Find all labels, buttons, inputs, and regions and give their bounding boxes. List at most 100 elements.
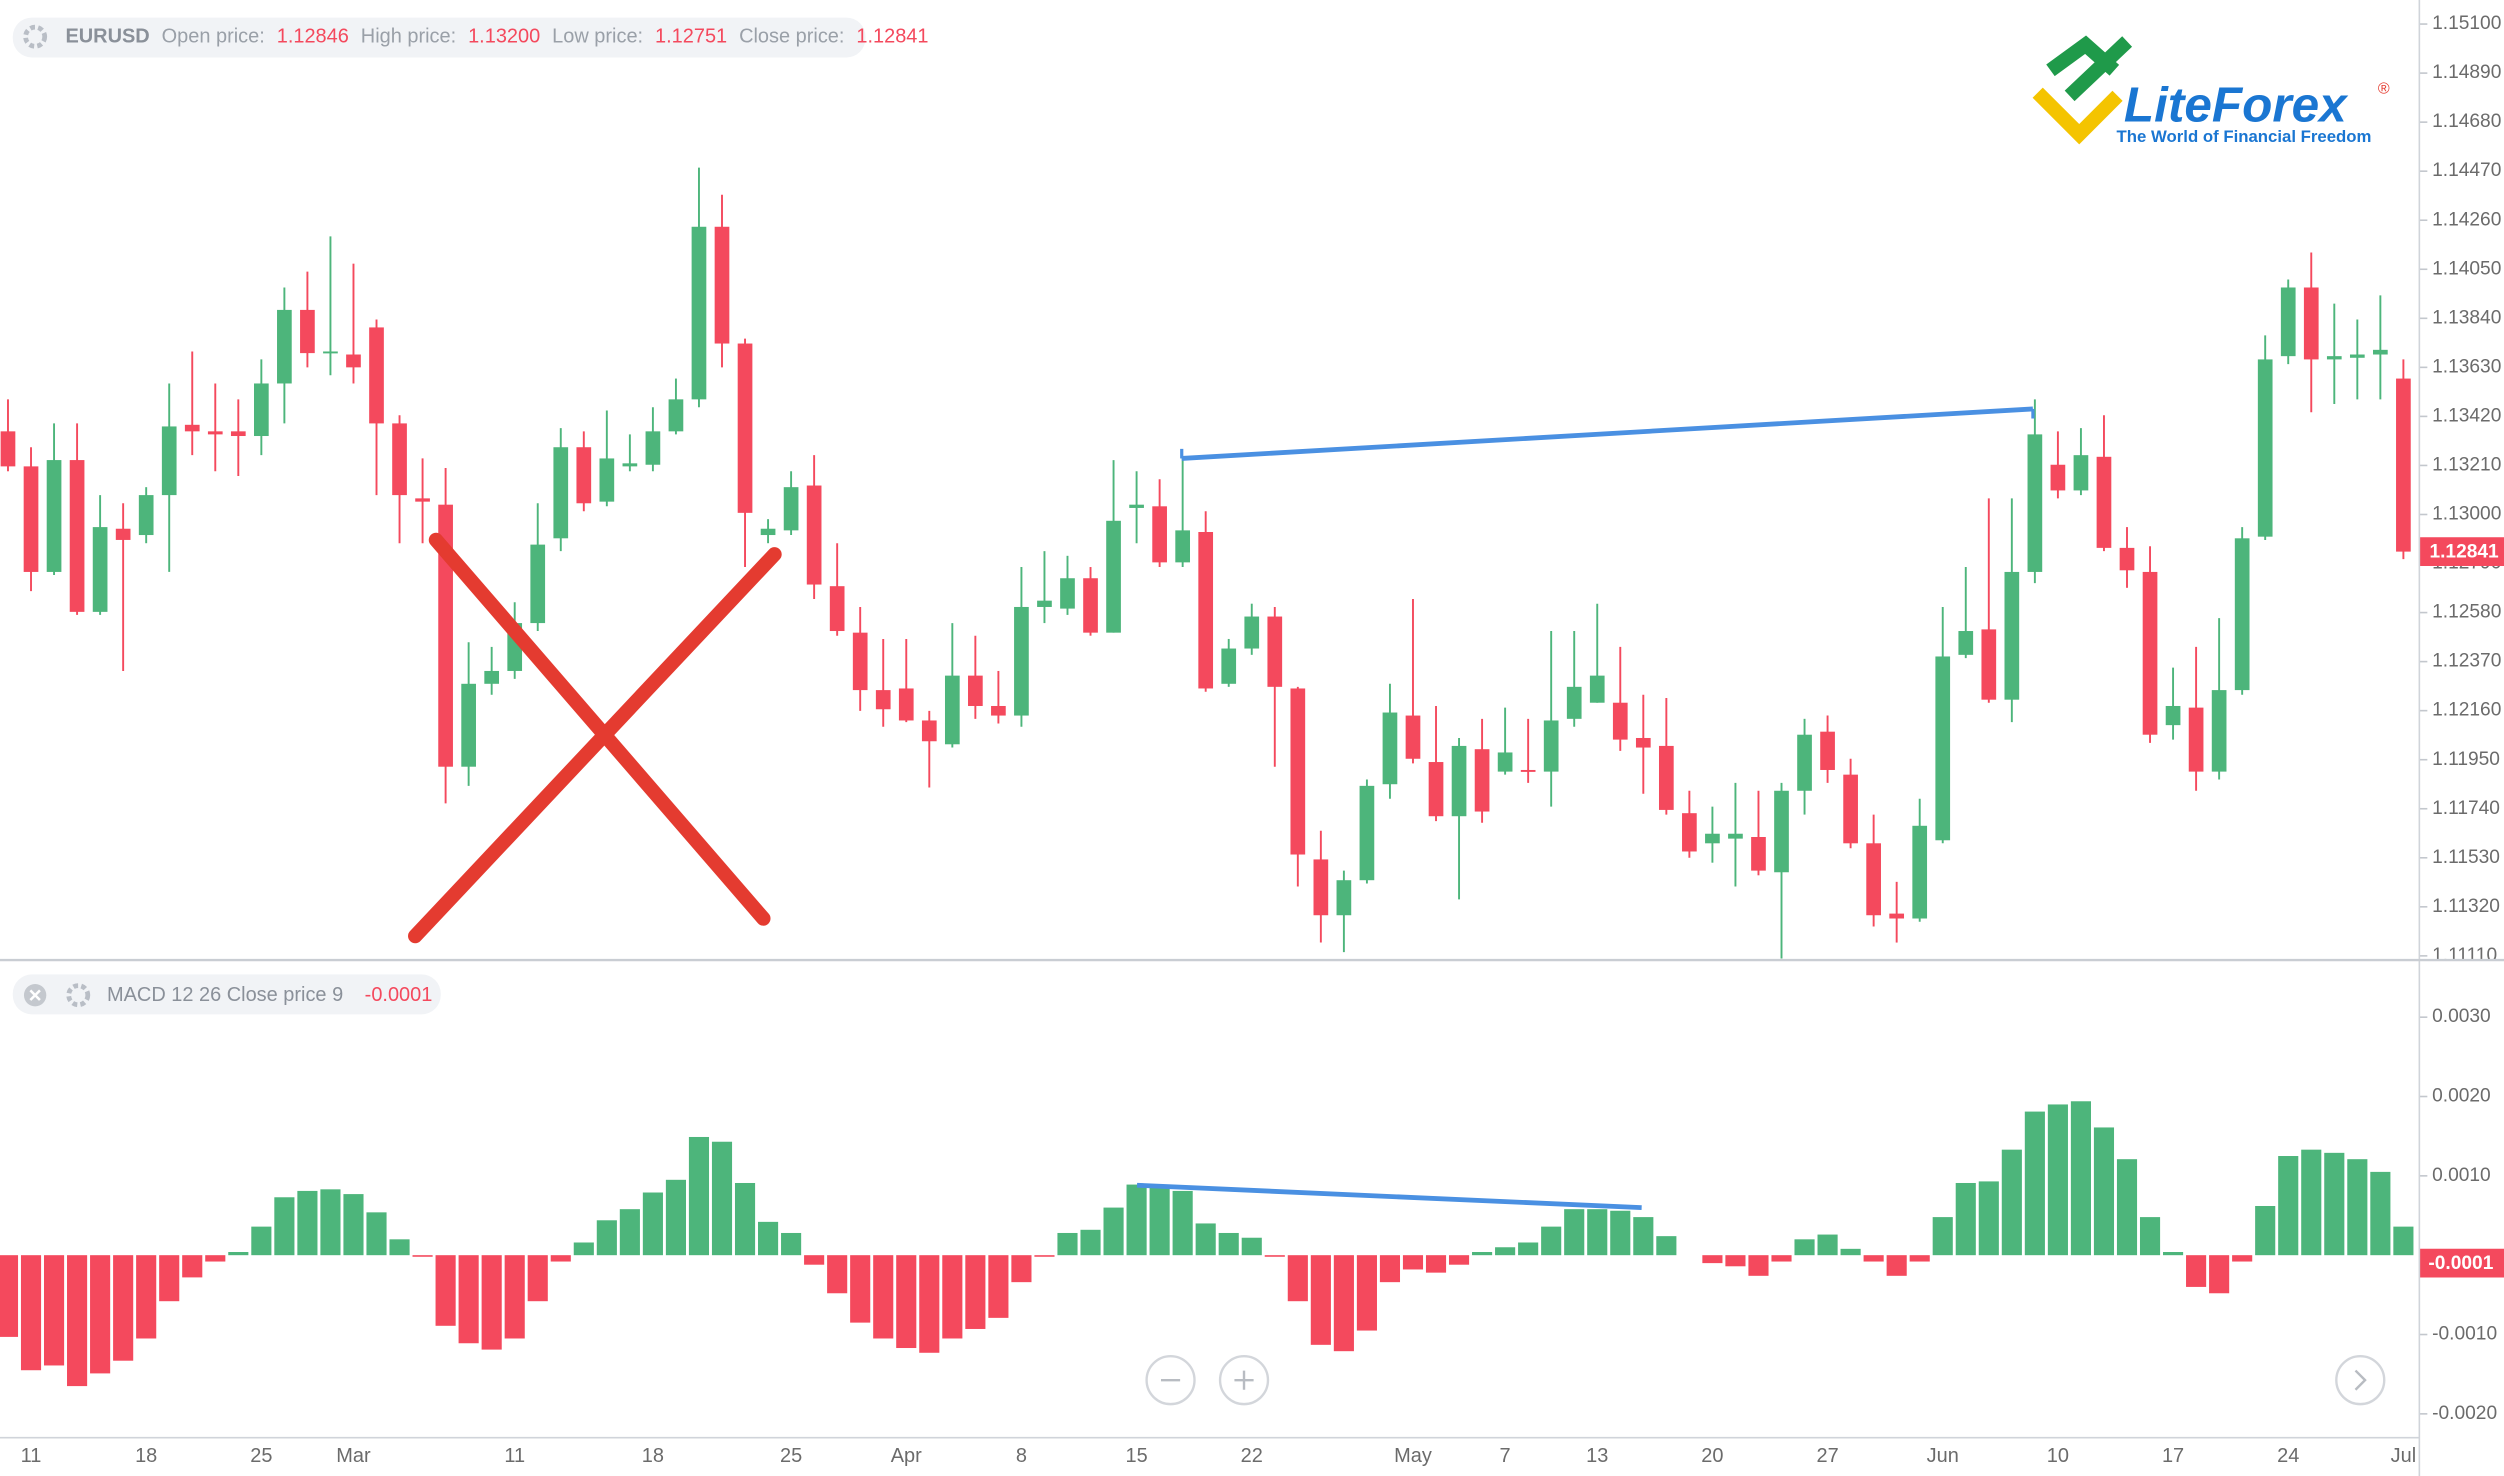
y-tick-label: 0.0020	[2432, 1086, 2491, 1107]
candle-body	[1083, 578, 1098, 633]
candle-body	[691, 226, 707, 400]
macd-bar	[2070, 1101, 2091, 1256]
macd-bar	[2139, 1217, 2161, 1256]
macd-bar	[1034, 1255, 1055, 1257]
candle-body	[991, 705, 1006, 716]
candle-body	[2004, 571, 2020, 700]
macd-bar	[758, 1221, 779, 1256]
macd-bar	[20, 1255, 42, 1371]
macd-bar	[896, 1255, 917, 1349]
macd-bar	[2278, 1156, 2299, 1256]
candle-body	[23, 466, 39, 572]
macd-bar	[205, 1255, 226, 1262]
macd-bar	[1402, 1255, 1424, 1270]
candle-body	[944, 675, 960, 745]
candle-body	[2142, 571, 2158, 735]
candle-body	[2280, 287, 2296, 357]
zoom-out-button[interactable]	[1145, 1354, 1196, 1406]
macd-bar	[1840, 1248, 1861, 1256]
y-tick-label: 1.11530	[2432, 847, 2500, 868]
macd-bar	[1310, 1255, 1331, 1345]
macd-bar	[274, 1197, 295, 1256]
macd-bar	[136, 1255, 157, 1339]
macd-bar	[1587, 1209, 1608, 1256]
logo: LiteForex ® The World of Financial Freed…	[2032, 35, 2390, 146]
candle-body	[1474, 749, 1490, 812]
candle-body	[92, 527, 108, 612]
candle-body	[968, 675, 983, 706]
candle-body	[2119, 547, 2135, 571]
settings-icon[interactable]	[66, 983, 91, 1008]
candle-body	[1014, 606, 1029, 716]
y-tick-label: 1.11950	[2432, 749, 2500, 770]
macd-bar	[1495, 1247, 1516, 1256]
macd-bar	[1748, 1255, 1769, 1276]
macd-bar	[113, 1255, 134, 1361]
candle-body	[1520, 769, 1536, 772]
candle-body	[1843, 774, 1858, 844]
candle-body	[622, 463, 638, 467]
macd-bar	[481, 1255, 502, 1350]
candle-body	[2257, 359, 2273, 537]
x-tick-label: 17	[2162, 1445, 2184, 1467]
candle-body	[2396, 378, 2411, 552]
ohlc-label: Open price:	[162, 26, 265, 48]
candle-body	[1797, 734, 1812, 791]
macd-value: -0.0001	[365, 984, 433, 1006]
candle-body	[1981, 629, 1997, 700]
cross-stroke	[428, 532, 771, 926]
candle-body	[438, 504, 453, 767]
settings-icon[interactable]	[23, 24, 48, 49]
arrow-icon	[2354, 1369, 2367, 1391]
y-tick-label: 1.12160	[2432, 700, 2501, 721]
symbol: EURUSD	[65, 26, 149, 48]
scroll-right-button[interactable]	[2335, 1354, 2386, 1406]
macd-bar	[1195, 1223, 1216, 1256]
macd-bar	[159, 1255, 180, 1302]
macd-bar	[1333, 1255, 1354, 1352]
ohlc-text: EURUSD Open price: 1.12846 High price: 1…	[65, 26, 928, 48]
candle-body	[2096, 456, 2112, 548]
macd-bar	[1425, 1255, 1447, 1273]
y-tick-label: 1.11740	[2432, 798, 2500, 819]
macd-bar	[2324, 1152, 2345, 1256]
macd-bar	[2301, 1149, 2322, 1256]
y-tick-label: 1.13210	[2432, 455, 2501, 476]
scroll-circle[interactable]	[2335, 1354, 2386, 1406]
macd-bar	[0, 1255, 19, 1337]
x-tick-label: 18	[135, 1445, 157, 1467]
macd-bar	[781, 1232, 802, 1256]
zoom-in-button[interactable]	[1218, 1354, 1270, 1406]
candle-body	[645, 431, 661, 465]
macd-bar	[550, 1255, 571, 1262]
macd-bar	[942, 1255, 963, 1339]
candle-body	[783, 487, 799, 531]
macd-bar	[228, 1252, 249, 1256]
candle-body	[2211, 690, 2227, 772]
macd-bar	[1978, 1181, 1999, 1256]
ohlc-label: Low price:	[552, 26, 643, 48]
candle-body	[1751, 837, 1766, 871]
candle-body	[323, 351, 338, 354]
macd-bar	[182, 1255, 203, 1278]
logo-tagline: The World of Financial Freedom	[2117, 127, 2372, 146]
candle-body	[2027, 434, 2043, 572]
x-tick-label: 11	[21, 1445, 42, 1467]
candle-body	[1566, 686, 1582, 719]
candle-body	[2050, 464, 2066, 491]
macd-bar	[1379, 1255, 1401, 1283]
y-tick-label: 1.13840	[2432, 307, 2501, 328]
macd-bar	[1287, 1255, 1308, 1302]
candle-body	[1244, 616, 1260, 649]
y-tick-label: 1.14260	[2432, 209, 2501, 230]
ohlc-value: 1.12751	[655, 26, 727, 48]
candle-body	[1774, 790, 1789, 873]
candle-body	[1405, 715, 1421, 759]
marks: 1.15100 1.14890 1.14680 1.14470 1.14260 1.140…	[0, 13, 2504, 1467]
candle-body	[1912, 825, 1928, 919]
last-value-box	[2419, 1248, 2504, 1278]
candle-body	[2373, 349, 2388, 355]
candle-body	[1935, 656, 1951, 841]
candle-body	[1336, 880, 1352, 916]
